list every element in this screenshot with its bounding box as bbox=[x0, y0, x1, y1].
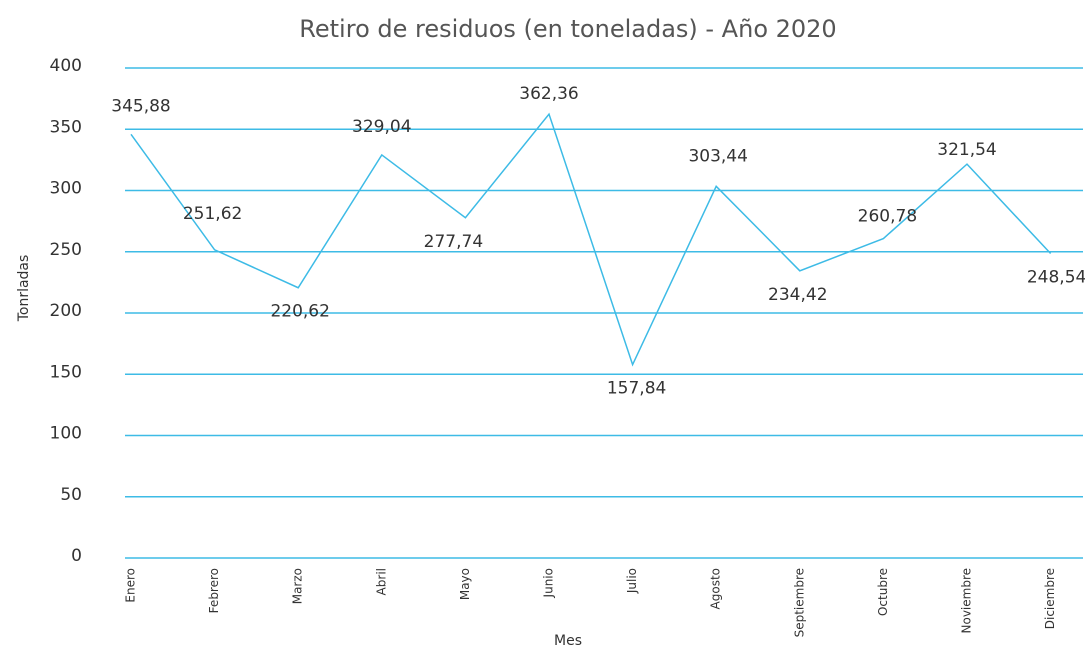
x-tick-label: Noviembre bbox=[960, 568, 974, 634]
x-tick-label: Diciembre bbox=[1043, 568, 1057, 629]
y-tick-label: 200 bbox=[50, 301, 82, 321]
y-tick-label: 400 bbox=[50, 56, 82, 76]
line bbox=[130, 112, 1052, 367]
x-tick-label: Agosto bbox=[709, 568, 723, 609]
data-label: 329,04 bbox=[352, 117, 411, 137]
y-tick-label: 150 bbox=[50, 362, 82, 382]
x-tick-label: Abril bbox=[374, 568, 388, 595]
x-tick-label: Julio bbox=[625, 568, 639, 594]
y-tick-label: 250 bbox=[50, 240, 82, 260]
data-label: 277,74 bbox=[424, 232, 483, 252]
data-label: 251,62 bbox=[183, 204, 242, 224]
y-tick-label: 0 bbox=[71, 546, 82, 566]
data-label: 157,84 bbox=[607, 379, 666, 399]
x-tick-label: Septiembre bbox=[792, 568, 806, 637]
data-label: 220,62 bbox=[270, 302, 329, 322]
y-tick-label: 300 bbox=[50, 179, 82, 199]
data-label: 260,78 bbox=[858, 207, 917, 227]
x-axis-title: Mes bbox=[554, 633, 582, 649]
data-label: 362,36 bbox=[519, 84, 578, 104]
y-tick-label: 350 bbox=[50, 117, 82, 137]
data-label: 234,42 bbox=[768, 285, 827, 305]
chart-title: Retiro de residuos (en toneladas) - Año … bbox=[299, 15, 836, 43]
x-tick-label: Marzo bbox=[291, 568, 305, 604]
y-axis-title: Tonrladas bbox=[16, 255, 32, 323]
x-tick-label: Junio bbox=[542, 568, 556, 598]
data-label: 303,44 bbox=[688, 146, 747, 166]
data-label: 321,54 bbox=[937, 140, 996, 160]
data-label: 345,88 bbox=[111, 96, 170, 116]
x-tick-label: Octubre bbox=[876, 568, 890, 616]
y-tick-label: 100 bbox=[50, 424, 82, 444]
y-tick-label: 50 bbox=[60, 485, 82, 505]
data-label: 248,54 bbox=[1027, 268, 1085, 288]
x-tick-label: Febrero bbox=[207, 568, 221, 613]
x-tick-label: Mayo bbox=[458, 568, 472, 600]
x-tick-label: Enero bbox=[124, 568, 138, 603]
